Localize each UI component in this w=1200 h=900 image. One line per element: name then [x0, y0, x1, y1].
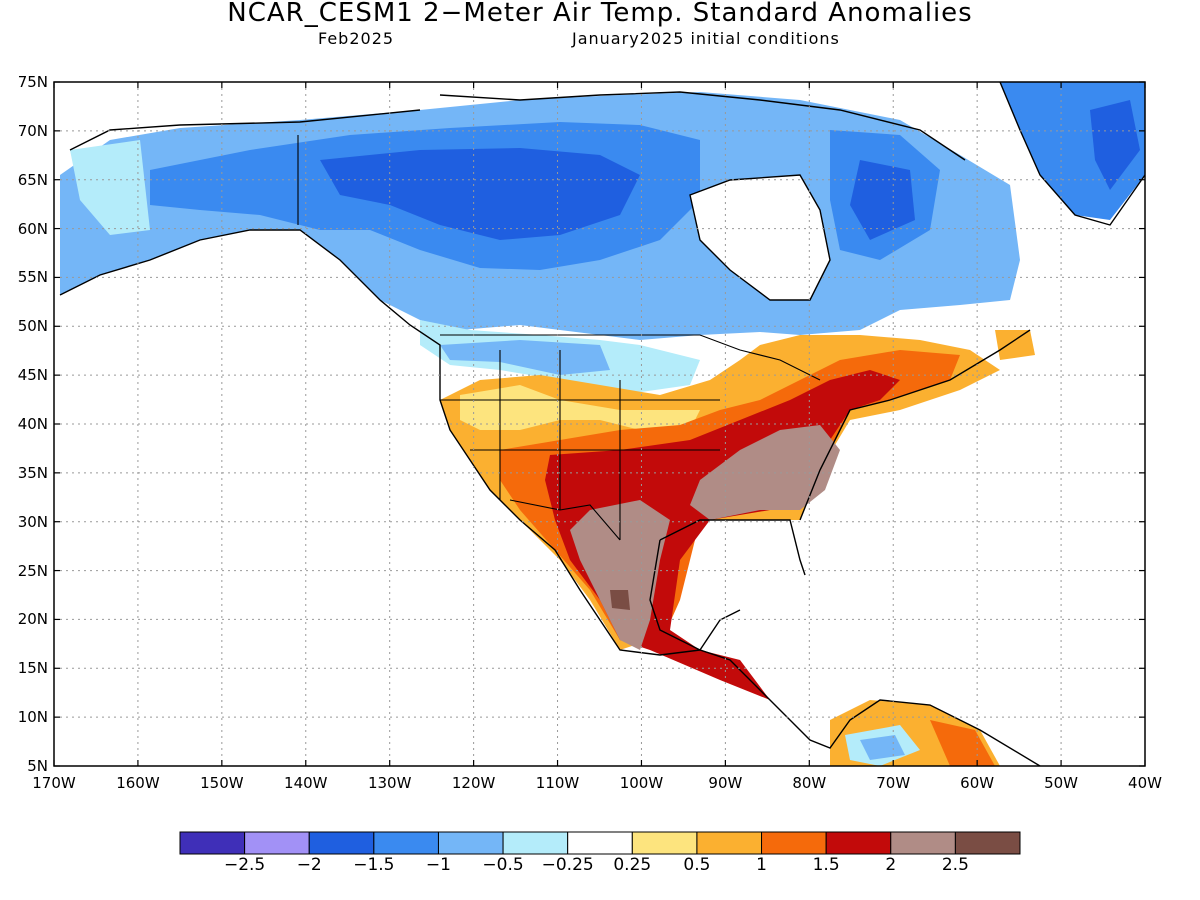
colorbar-swatch [179, 831, 246, 855]
colorbar-label: 1.5 [812, 855, 840, 875]
lon-label: 40W [1128, 774, 1162, 792]
lat-label: 75N [17, 73, 48, 91]
lat-label: 45N [17, 366, 48, 385]
map-title: NCAR_CESM1 2−Meter Air Temp. Standard An… [227, 0, 973, 28]
axis-ticks [53, 81, 1146, 767]
colorbar-swatch [308, 831, 375, 855]
lon-label: 140W [284, 774, 328, 792]
lat-label: 30N [17, 512, 48, 531]
lon-label: 90W [708, 774, 743, 792]
initial-conditions: January2025 initial conditions [572, 29, 840, 48]
lon-label: 130W [367, 774, 412, 792]
lat-label: 70N [17, 121, 48, 140]
colorbar-swatch [696, 831, 763, 855]
lat-label: 10N [17, 708, 48, 727]
colorbar-swatch [890, 831, 956, 855]
lat-label: 55N [17, 268, 48, 287]
lat-label: 60N [17, 219, 48, 238]
lat-label: 40N [17, 415, 48, 433]
lat-label: 5N [27, 757, 48, 775]
lat-label: 25N [17, 561, 48, 580]
lon-label: 100W [619, 774, 664, 792]
colorbar-swatch [825, 831, 892, 855]
lon-label: 120W [451, 774, 496, 792]
colorbar-swatch [502, 831, 569, 855]
lon-label: 60W [960, 774, 995, 792]
colorbar-label: −1.5 [353, 855, 395, 875]
lon-label: 110W [535, 774, 580, 792]
lat-label: 35N [17, 463, 48, 482]
lon-label: 50W [1044, 774, 1079, 792]
lon-label: 80W [792, 774, 827, 792]
colorbar-swatch [244, 831, 310, 855]
lon-label: 150W [200, 774, 244, 792]
colorbar-swatch [437, 831, 504, 855]
lat-label: 15N [17, 659, 48, 678]
anomaly-field [60, 82, 1145, 766]
colorbar-label: 2 [885, 855, 897, 875]
lon-label: 70W [876, 774, 911, 792]
lat-label: 50N [17, 317, 48, 336]
colorbar-label: −2 [296, 855, 322, 875]
lon-label: 160W [116, 774, 160, 792]
colorbar [179, 831, 1021, 855]
colorbar-swatch [631, 831, 698, 855]
colorbar-swatch [567, 831, 633, 855]
colorbar-label: −2.5 [223, 855, 266, 875]
colorbar-label: 2.5 [941, 855, 969, 875]
colorbar-label: 0.5 [683, 855, 711, 875]
graticule [54, 82, 1145, 766]
colorbar-label: −1 [425, 855, 451, 875]
coastlines [59, 82, 1145, 766]
forecast-month: Feb2025 [318, 29, 395, 48]
borders [297, 135, 821, 541]
colorbar-swatch [954, 831, 1021, 855]
colorbar-swatch [761, 831, 827, 855]
colorbar-label: 1 [756, 855, 767, 875]
colorbar-label: −0.5 [482, 855, 524, 875]
lat-label: 65N [17, 170, 48, 189]
colorbar-label: −0.25 [541, 855, 594, 875]
colorbar-label: 0.25 [613, 855, 652, 875]
lat-label: 20N [17, 610, 48, 629]
colorbar-swatch [373, 831, 439, 855]
lon-label: 170W [32, 774, 76, 792]
